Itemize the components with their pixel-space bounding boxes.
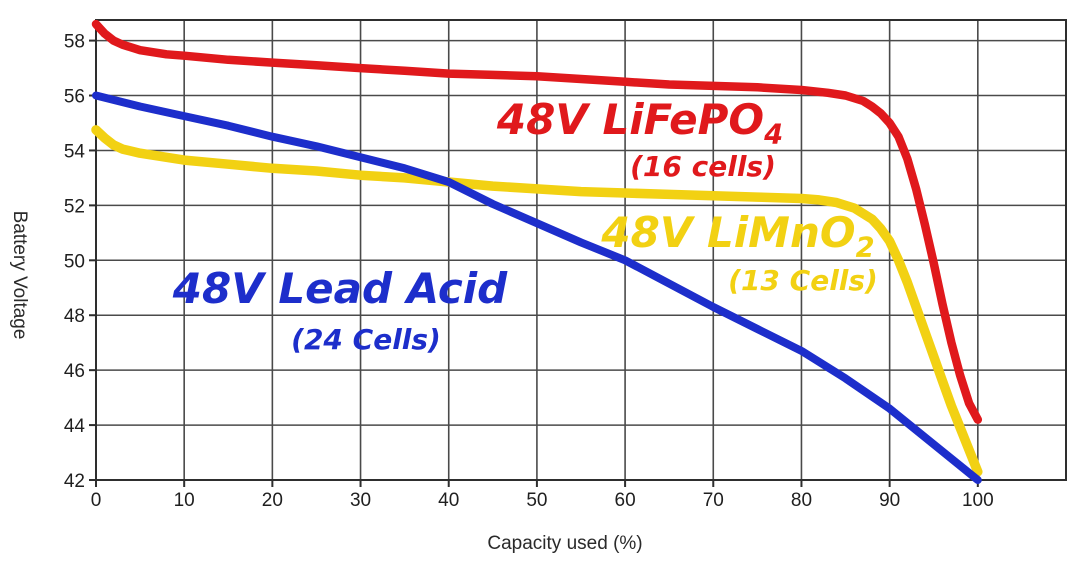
- x-tick-label: 20: [262, 490, 283, 511]
- label-lifepo4-subscript: 4: [764, 119, 784, 151]
- grid: [95, 20, 1066, 481]
- x-tick-label: 10: [174, 490, 195, 511]
- y-tick-label: 56: [64, 87, 85, 108]
- label-lead-acid: 48V Lead Acid: [173, 268, 507, 310]
- label-lifepo4-text: 48V LiFePO: [496, 95, 765, 144]
- x-tick-label: 0: [91, 490, 102, 511]
- y-axis-title: Battery Voltage: [9, 210, 30, 340]
- x-tick-label: 90: [879, 490, 900, 511]
- x-axis-title: Capacity used (%): [487, 533, 643, 554]
- y-tick-label: 58: [64, 32, 85, 53]
- x-tick-label: 60: [615, 490, 636, 511]
- label-lifepo4-cells: (16 cells): [630, 150, 776, 183]
- x-tick-label: 30: [350, 490, 371, 511]
- label-lead-acid-cells: (24 Cells): [291, 323, 441, 356]
- y-tick-label: 44: [64, 416, 86, 437]
- y-tick-label: 42: [64, 471, 85, 492]
- y-tick-label: 46: [64, 361, 85, 382]
- label-lifepo4: 48V LiFePO4: [497, 99, 783, 149]
- y-tick-label: 48: [64, 306, 85, 327]
- x-tick-label: 50: [526, 490, 547, 511]
- label-limno2-subscript: 2: [855, 232, 875, 264]
- label-limno2-cells: (13 Cells): [728, 264, 878, 297]
- curves: [91, 19, 983, 484]
- y-tick-label: 52: [64, 196, 85, 217]
- x-tick-label: 40: [438, 490, 459, 511]
- lead-acid-curve: [92, 91, 982, 484]
- y-tick-label: 54: [64, 141, 86, 162]
- lifepo4-curve: [91, 19, 983, 424]
- x-tick-label: 100: [962, 490, 994, 511]
- plot-frame: [95, 19, 1067, 481]
- x-tick-label: 70: [703, 490, 724, 511]
- x-tick-label: 80: [791, 490, 812, 511]
- limno2-curve: [91, 125, 983, 477]
- label-limno2-text: 48V LiMnO: [601, 208, 856, 257]
- plot-border: [95, 19, 1067, 481]
- label-lead-acid-text: 48V Lead Acid: [172, 264, 508, 313]
- label-limno2: 48V LiMnO2: [601, 212, 874, 262]
- y-tick-label: 50: [64, 251, 85, 272]
